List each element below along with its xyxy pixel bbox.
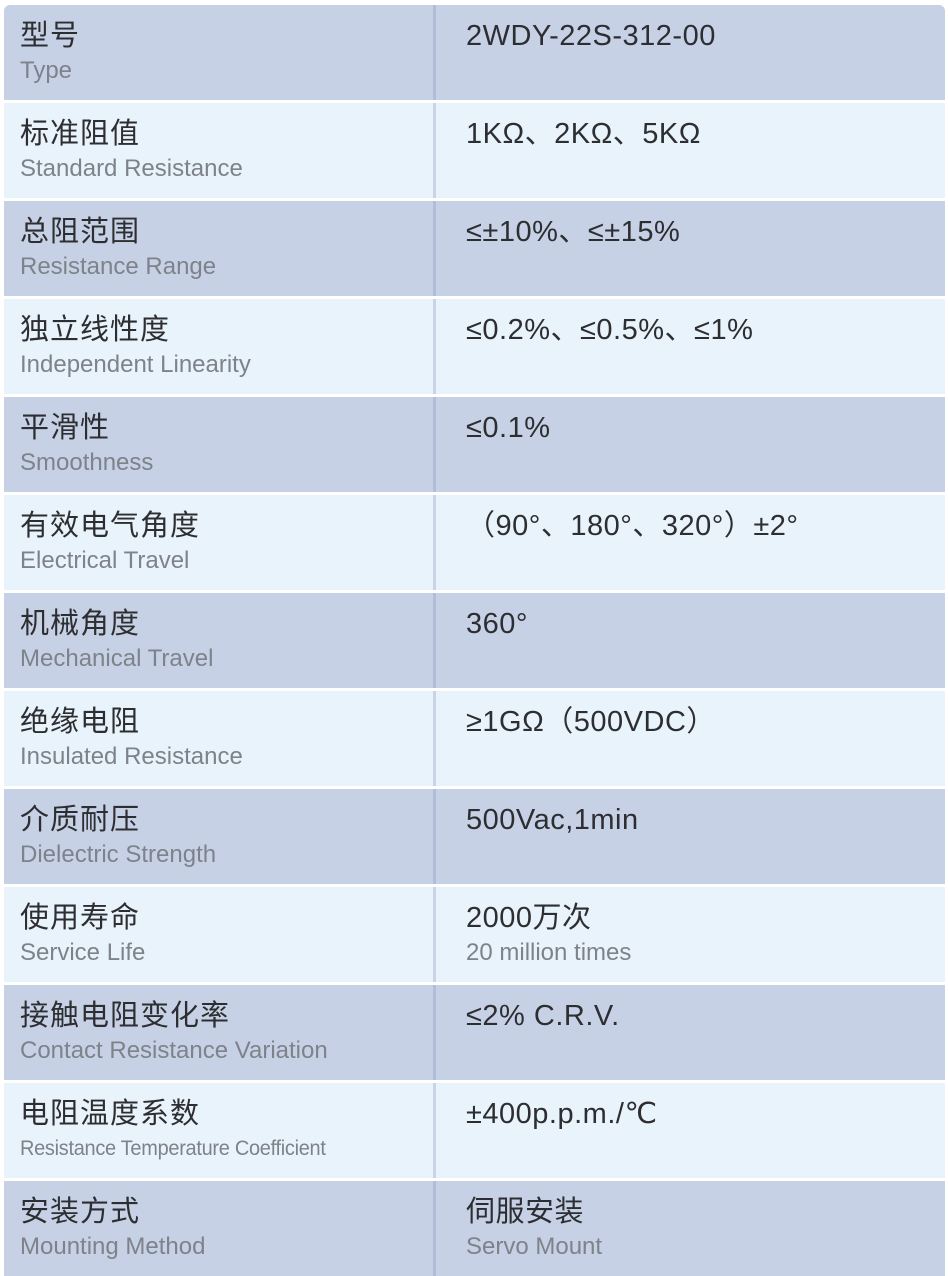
label-zh: 接触电阻变化率 (20, 1000, 231, 1032)
value: 500Vac,1min (466, 804, 639, 836)
spec-value-cell: ≤0.1% (433, 397, 945, 492)
label-en: Service Life (20, 939, 146, 966)
spec-value-cell: ≤2% C.R.V. (433, 985, 945, 1080)
spec-row: 型号 Type 2WDY-22S-312-00 (4, 5, 945, 100)
spec-row: 有效电气角度 Electrical Travel （90°、180°、320°）… (4, 495, 945, 590)
label-zh: 有效电气角度 (20, 510, 201, 542)
value: ±400p.p.m./℃ (466, 1098, 658, 1130)
spec-row: 机械角度 Mechanical Travel 360° (4, 593, 945, 688)
spec-row: 安装方式 Mounting Method 伺服安装 Servo Mount (4, 1181, 945, 1276)
spec-value-cell: ≤0.2%、≤0.5%、≤1% (433, 299, 945, 394)
label-en: Standard Resistance (20, 155, 243, 182)
spec-value-cell: （90°、180°、320°）±2° (433, 495, 945, 590)
spec-label-cell: 电阻温度系数 Resistance Temperature Coefficien… (4, 1083, 433, 1178)
spec-value-cell: 2000万次 20 million times (433, 887, 945, 982)
value: 伺服安装 (466, 1196, 585, 1228)
spec-label-cell: 标准阻值 Standard Resistance (4, 103, 433, 198)
spec-value-cell: 1KΩ、2KΩ、5KΩ (433, 103, 945, 198)
spec-row: 标准阻值 Standard Resistance 1KΩ、2KΩ、5KΩ (4, 103, 945, 198)
spec-row: 绝缘电阻 Insulated Resistance ≥1GΩ（500VDC） (4, 691, 945, 786)
spec-row: 平滑性 Smoothness ≤0.1% (4, 397, 945, 492)
label-zh: 平滑性 (20, 412, 111, 444)
label-en: Mechanical Travel (20, 645, 214, 672)
value: ≥1GΩ（500VDC） (466, 706, 716, 738)
spec-value-cell: 500Vac,1min (433, 789, 945, 884)
value: 2000万次 (466, 902, 592, 934)
spec-value-cell: 360° (433, 593, 945, 688)
label-zh: 电阻温度系数 (20, 1098, 201, 1130)
value: 2WDY-22S-312-00 (466, 20, 716, 52)
spec-value-cell: 2WDY-22S-312-00 (433, 5, 945, 100)
spec-label-cell: 绝缘电阻 Insulated Resistance (4, 691, 433, 786)
spec-label-cell: 型号 Type (4, 5, 433, 100)
label-en: Type (20, 57, 73, 84)
label-en: Resistance Range (20, 253, 217, 280)
spec-value-cell: ≥1GΩ（500VDC） (433, 691, 945, 786)
spec-label-cell: 总阻范围 Resistance Range (4, 201, 433, 296)
spec-row: 总阻范围 Resistance Range ≤±10%、≤±15% (4, 201, 945, 296)
value: ≤0.1% (466, 412, 551, 444)
spec-value-cell: ±400p.p.m./℃ (433, 1083, 945, 1178)
value-sub: Servo Mount (466, 1233, 603, 1260)
value: （90°、180°、320°）±2° (466, 510, 799, 542)
spec-label-cell: 机械角度 Mechanical Travel (4, 593, 433, 688)
label-zh: 标准阻值 (20, 118, 141, 150)
label-en: Resistance Temperature Coefficient (20, 1137, 326, 1160)
label-en: Smoothness (20, 449, 154, 476)
label-zh: 绝缘电阻 (20, 706, 141, 738)
label-zh: 型号 (20, 20, 81, 52)
label-zh: 总阻范围 (20, 216, 141, 248)
value-sub: 20 million times (466, 939, 632, 966)
spec-value-cell: ≤±10%、≤±15% (433, 201, 945, 296)
spec-row: 使用寿命 Service Life 2000万次 20 million time… (4, 887, 945, 982)
spec-label-cell: 独立线性度 Independent Linearity (4, 299, 433, 394)
spec-label-cell: 有效电气角度 Electrical Travel (4, 495, 433, 590)
label-zh: 机械角度 (20, 608, 141, 640)
spec-row: 介质耐压 Dielectric Strength 500Vac,1min (4, 789, 945, 884)
spec-label-cell: 介质耐压 Dielectric Strength (4, 789, 433, 884)
value: 360° (466, 608, 528, 640)
spec-row: 电阻温度系数 Resistance Temperature Coefficien… (4, 1083, 945, 1178)
label-zh: 使用寿命 (20, 902, 141, 934)
label-en: Insulated Resistance (20, 743, 243, 770)
spec-label-cell: 使用寿命 Service Life (4, 887, 433, 982)
spec-value-cell: 伺服安装 Servo Mount (433, 1181, 945, 1276)
spec-label-cell: 接触电阻变化率 Contact Resistance Variation (4, 985, 433, 1080)
value: 1KΩ、2KΩ、5KΩ (466, 118, 701, 150)
label-en: Contact Resistance Variation (20, 1037, 328, 1064)
label-zh: 介质耐压 (20, 804, 141, 836)
value: ≤2% C.R.V. (466, 1000, 620, 1032)
spec-table: 型号 Type 2WDY-22S-312-00 标准阻值 Standard Re… (4, 5, 945, 1276)
value: ≤±10%、≤±15% (466, 216, 681, 248)
spec-row: 独立线性度 Independent Linearity ≤0.2%、≤0.5%、… (4, 299, 945, 394)
spec-label-cell: 安装方式 Mounting Method (4, 1181, 433, 1276)
label-en: Dielectric Strength (20, 841, 217, 868)
value: ≤0.2%、≤0.5%、≤1% (466, 314, 754, 346)
label-zh: 独立线性度 (20, 314, 171, 346)
label-en: Mounting Method (20, 1233, 206, 1260)
label-zh: 安装方式 (20, 1196, 141, 1228)
label-en: Independent Linearity (20, 351, 251, 378)
label-en: Electrical Travel (20, 547, 190, 574)
spec-row: 接触电阻变化率 Contact Resistance Variation ≤2%… (4, 985, 945, 1080)
spec-label-cell: 平滑性 Smoothness (4, 397, 433, 492)
